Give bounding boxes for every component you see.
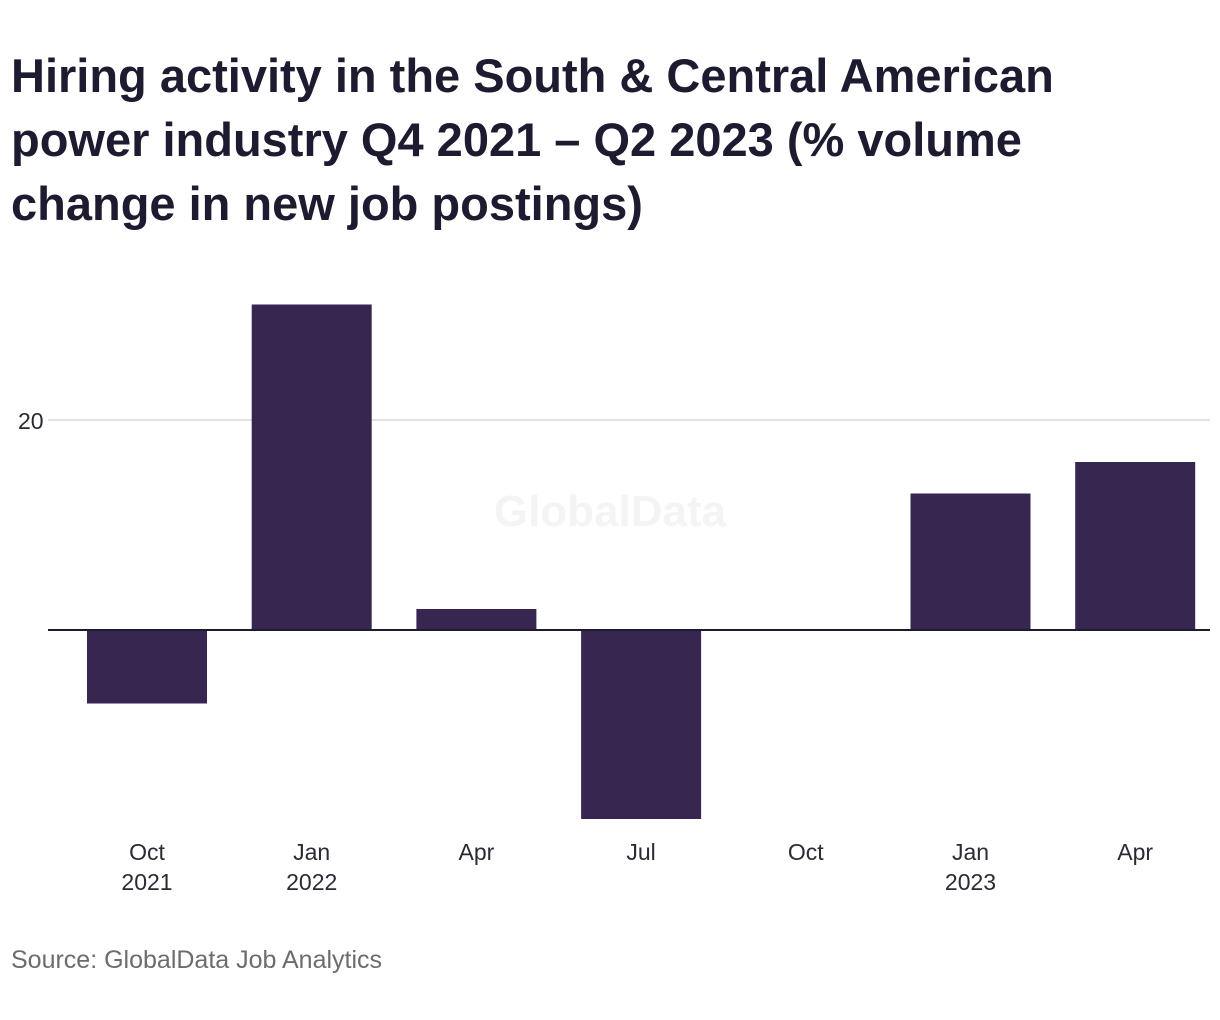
x-tick-label: 2023 [945, 869, 996, 895]
bar-chart: GlobalData 20 Oct 2021 Jan 2022 Apr Jul Oct Jan… [18, 304, 1210, 895]
bar-6 [1075, 462, 1196, 630]
chart-title: Hiring activity in the South & Central A… [11, 49, 1054, 230]
bar-5 [910, 493, 1031, 630]
x-tick-label: 2022 [286, 869, 337, 895]
x-tick-label: Jan [293, 839, 330, 865]
x-tick-label: Oct [129, 839, 165, 865]
bar-1 [251, 304, 372, 630]
bar-0 [87, 630, 207, 704]
watermark: GlobalData [494, 487, 727, 536]
x-tick-label: Jul [626, 839, 655, 865]
x-tick-label: Oct [788, 839, 824, 865]
bar-3 [581, 630, 702, 819]
x-tick-label: Apr [1117, 839, 1153, 865]
x-tick-label: Apr [459, 839, 495, 865]
x-tick-label: 2021 [121, 869, 172, 895]
source-note: Source: GlobalData Job Analytics [11, 946, 383, 974]
bar-2 [416, 609, 537, 630]
x-tick-label: Jan [952, 839, 989, 865]
y-tick-label: 20 [18, 408, 44, 434]
